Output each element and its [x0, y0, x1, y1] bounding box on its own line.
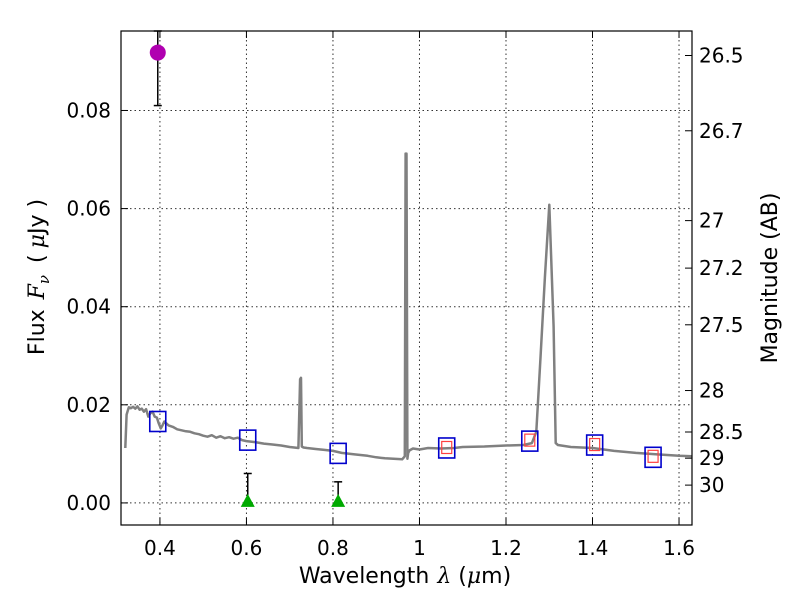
model-photometry-square: [148, 410, 167, 433]
detection-point: [149, 44, 166, 61]
y-tick-label: 0.04: [66, 295, 111, 319]
magnitude-tick-labels: 26.5 26.7 27 27.2 27.5 28 28.5 29 30: [699, 43, 744, 497]
y-tick-label: 0.08: [66, 98, 111, 122]
model-photometry-square: [437, 437, 456, 459]
magnitude-tick-label: 26.7: [699, 119, 744, 143]
magnitude-tick-label: 29: [699, 446, 724, 470]
nondetection-triangle: [240, 493, 255, 507]
magnitude-tick-label: 28: [699, 379, 724, 403]
magnitude-tick-label: 30: [699, 473, 724, 497]
magnitude-axis-label: Magnitude (AB): [758, 193, 783, 364]
magnitude-tick-label: 26.5: [699, 43, 744, 67]
x-tick-label: 1.6: [663, 536, 695, 560]
magnitude-tick-label: 27: [699, 209, 724, 233]
grid: [121, 31, 692, 525]
plot-area: [124, 30, 693, 507]
magnitude-tick-label: 28.5: [699, 420, 744, 444]
sed-model-line: [124, 152, 693, 461]
x-tick-label: 1: [413, 536, 426, 560]
observed-photometry-square: [647, 449, 659, 463]
model-photometry-square: [585, 434, 604, 456]
x-axis-label: Wavelength λ (μm): [299, 564, 511, 589]
model-photometry-square: [644, 446, 662, 469]
y-tick-label: 0.02: [66, 393, 111, 417]
plot-frame: [120, 30, 693, 526]
observed-photometry-square: [441, 440, 453, 455]
y-axis-label: FluxFν(μJy ): [25, 199, 53, 355]
x-tick-label: 0.8: [317, 536, 349, 560]
x-tick-label: 1.2: [490, 536, 522, 560]
observed-photometry-square: [589, 437, 601, 452]
tick-marks: [121, 31, 692, 525]
x-tick-label: 0.6: [231, 536, 263, 560]
x-tick-labels: 0.4 0.6 0.8 1 1.2 1.4 1.6: [144, 536, 695, 560]
y-tick-labels: 0.00 0.02 0.04 0.06 0.08: [66, 98, 111, 514]
nondetection-triangle: [331, 493, 346, 507]
x-tick-label: 1.4: [577, 536, 609, 560]
model-photometry-square: [238, 429, 257, 451]
model-photometry-square: [520, 430, 539, 452]
model-photometry-square: [329, 442, 347, 465]
magnitude-tick-label: 27.2: [699, 256, 744, 280]
x-tick-label: 0.4: [144, 536, 176, 560]
magnitude-tick-label: 27.5: [699, 313, 744, 337]
y-tick-label: 0.06: [66, 197, 111, 221]
observed-photometry-square: [524, 433, 536, 447]
y-tick-label: 0.00: [66, 491, 111, 515]
